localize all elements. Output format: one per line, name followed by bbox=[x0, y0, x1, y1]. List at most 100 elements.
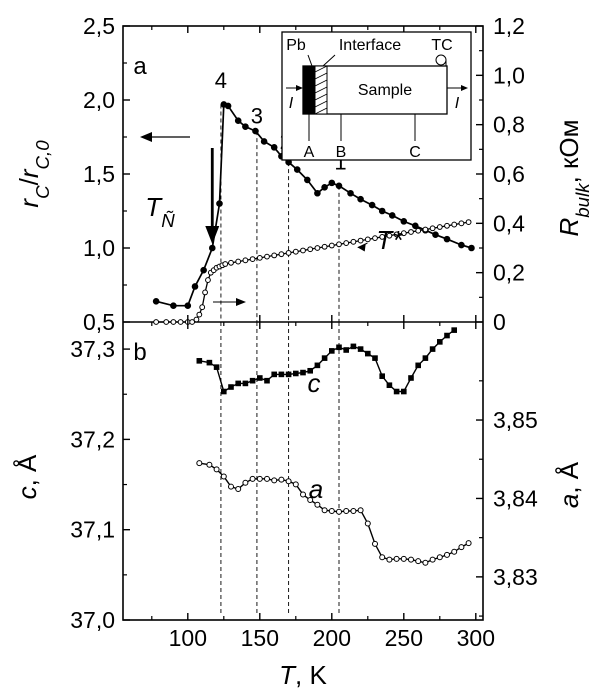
x-tick-label: 150 bbox=[241, 625, 279, 651]
panel-a-reference-lines bbox=[220, 104, 340, 322]
panel-a-right-tick-label: 0,2 bbox=[493, 260, 525, 286]
panel-a-point-open bbox=[408, 229, 414, 235]
panel-b-point-square bbox=[422, 355, 429, 361]
panel-b-point-open bbox=[357, 507, 364, 514]
panel-a-right-axis-title: Rbulk, кОм bbox=[554, 119, 593, 236]
panel-a-point-open bbox=[343, 240, 350, 246]
panel-a-series-line bbox=[155, 103, 472, 307]
panel-a-point-open bbox=[222, 261, 229, 267]
panel-b-point-open bbox=[228, 483, 234, 490]
panel-b-point-open bbox=[321, 507, 328, 514]
panel-b-point-open bbox=[429, 556, 436, 563]
panel-a-point-filled bbox=[304, 176, 311, 184]
inset-interface-leader bbox=[322, 54, 336, 67]
panel-a-point-open bbox=[285, 250, 292, 256]
inset-label-pb: Pb bbox=[286, 37, 306, 54]
x-tick-label: 250 bbox=[385, 625, 423, 651]
panel-a-point-open bbox=[202, 289, 208, 296]
panel-b-point-square bbox=[343, 347, 349, 353]
inset-label-i-out: I bbox=[455, 95, 460, 112]
inset-label-interface: Interface bbox=[339, 37, 401, 54]
panel-a-point-filled bbox=[170, 302, 177, 310]
panel-b-point-open bbox=[400, 555, 407, 562]
annotation-4: 4 bbox=[215, 68, 227, 93]
panel-b-point-square bbox=[336, 344, 342, 351]
panel-a-point-open bbox=[314, 245, 321, 251]
inset-label-sample: Sample bbox=[358, 82, 412, 99]
panel-a-point-open bbox=[364, 236, 371, 243]
panel-a-point-open bbox=[328, 242, 335, 249]
panel-b-point-open bbox=[343, 507, 350, 514]
panel-b-point-open bbox=[242, 479, 249, 486]
panel-a-right-tick-label: 0,8 bbox=[493, 112, 525, 138]
panel-b-point-open bbox=[271, 477, 278, 484]
panel-b-point-square bbox=[221, 388, 227, 395]
panel-b-reference-lines bbox=[220, 322, 340, 616]
panel-a-point-filled bbox=[335, 182, 343, 190]
inset-hatch bbox=[314, 65, 328, 73]
inset-label-contact: A bbox=[304, 144, 315, 161]
inset-label-tc: TC bbox=[431, 37, 452, 54]
annotation-tstar: T* bbox=[376, 225, 403, 255]
inset-current-in-arrowhead bbox=[296, 85, 303, 91]
panel-b-point-square bbox=[429, 346, 436, 352]
panel-a-point-filled bbox=[357, 195, 364, 203]
panel-a-point-filled bbox=[443, 235, 451, 243]
panel-a-label: a bbox=[133, 53, 147, 80]
panel-b-point-open bbox=[408, 556, 414, 563]
panel-a-point-filled bbox=[216, 200, 223, 207]
panel-a-point-filled bbox=[314, 189, 321, 197]
panel-b-point-square bbox=[300, 369, 306, 376]
panel-a-series bbox=[152, 101, 475, 325]
panel-b-point-square bbox=[196, 358, 203, 364]
panel-b-point-open bbox=[379, 554, 386, 561]
panel-a-left-tick-label: 2,0 bbox=[83, 87, 115, 113]
panel-a-point-open bbox=[271, 252, 278, 259]
panel-b-point-open bbox=[458, 544, 465, 551]
panel-b-point-square bbox=[249, 377, 256, 384]
panel-a-point-open bbox=[228, 259, 234, 266]
panel-a-point-open bbox=[350, 238, 357, 245]
panel-a-right-tick-label: 0 bbox=[493, 309, 506, 335]
panel-a-point-filled bbox=[432, 231, 439, 238]
panel-b-point-square bbox=[285, 371, 292, 378]
panel-b-point-square bbox=[350, 343, 357, 350]
panel-b-point-square bbox=[415, 362, 421, 369]
series-label-a: a bbox=[309, 474, 323, 504]
panel-b-point-square bbox=[386, 382, 393, 389]
panel-b-point-open bbox=[436, 554, 443, 561]
panel-a-point-open bbox=[415, 227, 422, 234]
panel-b-point-square bbox=[365, 350, 371, 357]
panel-a-point-filled bbox=[242, 123, 249, 130]
panel-b-point-square bbox=[264, 377, 270, 384]
panel-b-point-square bbox=[206, 359, 213, 366]
panel-a-point-open bbox=[429, 225, 436, 232]
panel-a-point-open bbox=[386, 232, 393, 239]
panel-a-point-open bbox=[321, 243, 328, 250]
panel-a-point-open bbox=[300, 247, 306, 254]
panel-a-point-open bbox=[336, 241, 342, 248]
panel-a-point-filled bbox=[184, 302, 192, 310]
right-axis-indicator-arrowhead bbox=[236, 298, 246, 306]
panel-a-point-filled bbox=[152, 297, 160, 305]
panel-b-left-tick-label: 37,3 bbox=[70, 336, 115, 362]
panel-b-point-square bbox=[307, 367, 313, 374]
panel-b-point-open bbox=[213, 466, 220, 473]
panel-a-point-open bbox=[465, 219, 472, 226]
panel-b-point-open bbox=[465, 540, 472, 547]
panel-b-point-open bbox=[350, 507, 357, 514]
panel-a-point-filled bbox=[293, 166, 301, 173]
panel-a-point-filled bbox=[458, 241, 465, 249]
series-label-c: c bbox=[308, 368, 321, 398]
panel-b-point-open bbox=[264, 475, 270, 482]
panel-b-point-square bbox=[228, 384, 234, 390]
panel-a-right-tick-label: 1,0 bbox=[493, 62, 525, 88]
panel-a-point-filled bbox=[321, 184, 328, 191]
left-axis-indicator-arrowhead bbox=[140, 132, 152, 142]
inset-thermocouple bbox=[435, 54, 447, 66]
panel-b-point-square bbox=[444, 332, 450, 339]
panel-a-left-tick-label: 2,5 bbox=[83, 13, 115, 39]
panel-a-left-tick-label: 1,0 bbox=[83, 235, 115, 261]
panel-b-left-axis-title: c, Å bbox=[12, 454, 42, 499]
